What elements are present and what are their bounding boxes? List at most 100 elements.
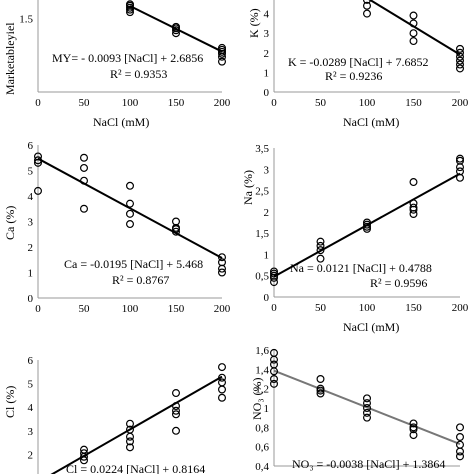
- r-squared: R² = 0.8767: [112, 273, 169, 287]
- data-point: [409, 199, 418, 208]
- y-tick-label: 3: [28, 426, 34, 438]
- y-tick-label: 0,6: [255, 442, 269, 454]
- data-point: [363, 399, 372, 408]
- y-axis-label: Ca (%): [3, 206, 17, 240]
- data-point: [172, 389, 181, 398]
- x-tick-label: 50: [315, 97, 327, 109]
- x-tick-label: 50: [315, 302, 327, 314]
- data-point: [363, 218, 372, 227]
- y-tick-label: 1: [264, 67, 270, 79]
- data-point: [125, 443, 134, 452]
- data-point: [363, 394, 372, 403]
- data-point: [409, 419, 418, 428]
- data-point: [79, 445, 88, 454]
- data-point: [218, 268, 227, 277]
- y-tick-label: 4: [264, 9, 270, 21]
- x-tick-label: 50: [79, 97, 91, 109]
- y-tick-label: 5: [28, 379, 34, 391]
- data-point: [316, 375, 325, 384]
- y-tick-label: 3: [28, 217, 34, 229]
- y-tick-label: 4: [28, 191, 34, 203]
- data-point: [363, 413, 372, 422]
- data-point: [316, 237, 325, 246]
- y-tick-label: 0: [28, 293, 34, 305]
- data-point: [409, 19, 418, 28]
- panel-marketable-yield: Marketableyiel 1.5 0 50 100 150 200 MY= - 0.0…: [3, 0, 231, 129]
- data-point: [270, 348, 279, 357]
- data-point: [363, 404, 372, 413]
- y-tick-label: 0,5: [255, 271, 269, 283]
- data-point: [125, 0, 134, 9]
- r-squared: R² = 0.9236: [325, 69, 382, 83]
- data-point: [270, 267, 279, 276]
- data-point: [456, 48, 465, 57]
- y-tick-label: 1: [28, 268, 34, 280]
- data-point: [172, 406, 181, 415]
- data-point: [79, 176, 88, 185]
- x-tick-label: 150: [405, 302, 422, 314]
- data-point: [172, 22, 181, 31]
- data-point: [125, 181, 134, 190]
- data-point: [172, 217, 181, 226]
- x-tick-label: 100: [359, 302, 376, 314]
- panel-chloride: Cl (%) 6 5 4 3 2 Cl = 0.0224 [NaCl] + 0.8164: [3, 355, 227, 474]
- regression-equation: Cl = 0.0224 [NaCl] + 0.8164: [66, 462, 205, 474]
- y-axis-label: Cl (%): [3, 386, 17, 418]
- data-point: [456, 44, 465, 53]
- data-point: [456, 56, 465, 65]
- x-tick-label: 100: [359, 97, 376, 109]
- y-tick-label: 3: [264, 164, 270, 176]
- data-point: [409, 178, 418, 187]
- y-tick-label: 2: [264, 207, 270, 219]
- x-tick-label: 0: [271, 97, 277, 109]
- regression-equation: NO₃ = -0.0038 [NaCl] + 1.3864: [292, 457, 445, 471]
- data-point: [316, 384, 325, 393]
- data-point: [33, 152, 42, 161]
- data-point: [33, 156, 42, 165]
- x-tick-label: 200: [214, 303, 231, 315]
- data-point: [218, 57, 227, 66]
- data-point: [218, 378, 227, 387]
- x-tick-label: 150: [168, 97, 185, 109]
- x-tick-label: 200: [452, 302, 469, 314]
- data-point: [456, 60, 465, 69]
- data-point: [409, 203, 418, 212]
- regression-equation: Na = 0.0121 [NaCl] + 0.4788: [290, 261, 432, 275]
- data-point: [270, 271, 279, 280]
- data-point: [172, 402, 181, 411]
- data-point: [363, 1, 372, 10]
- x-tick-label: 100: [122, 303, 139, 315]
- data-point: [125, 425, 134, 434]
- x-tick-label: 0: [271, 302, 277, 314]
- data-point: [218, 43, 227, 52]
- y-tick-label: 2: [264, 48, 270, 60]
- plot-area: 6 5 4 3 2: [28, 355, 227, 474]
- data-point: [79, 449, 88, 458]
- data-point: [363, 9, 372, 18]
- x-tick-label: 100: [122, 97, 139, 109]
- y-axis-label: Na (%): [241, 170, 255, 205]
- r-squared: R² = 0.9596: [370, 276, 427, 290]
- regression-equation: MY= - 0.0093 [NaCl] + 2.6856: [52, 51, 203, 65]
- data-point: [363, 220, 372, 229]
- y-tick-label: 1,5: [255, 228, 269, 240]
- regression-line: [37, 157, 223, 259]
- y-axis-label: K (%): [247, 8, 261, 38]
- data-point: [456, 452, 465, 461]
- x-tick-label: 0: [35, 303, 41, 315]
- data-point: [270, 360, 279, 369]
- x-tick-label: 200: [452, 97, 469, 109]
- y-tick-label: 2,5: [255, 186, 269, 198]
- plot-area: 1.5 0 50 100 150 200: [19, 0, 231, 109]
- y-tick-label: 1: [264, 403, 270, 415]
- data-point: [456, 447, 465, 456]
- data-point: [409, 11, 418, 20]
- data-point: [363, 222, 372, 231]
- x-tick-label: 0: [35, 97, 41, 109]
- data-point: [456, 167, 465, 176]
- y-tick-label: 2: [28, 242, 34, 254]
- data-point: [270, 375, 279, 384]
